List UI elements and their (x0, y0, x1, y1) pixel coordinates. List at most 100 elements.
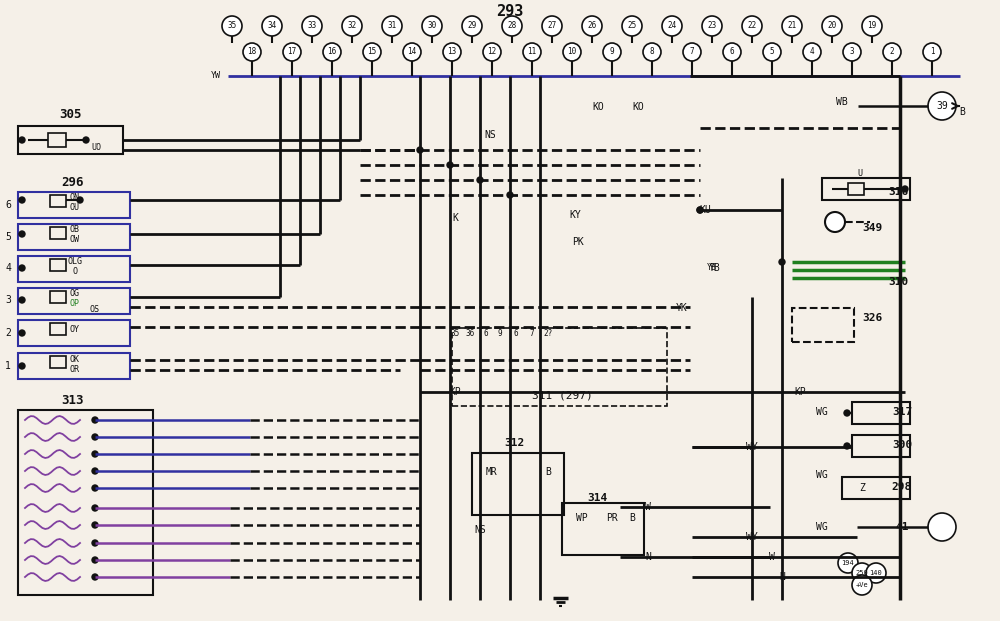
Circle shape (83, 137, 89, 143)
Text: 194: 194 (842, 560, 854, 566)
Text: N: N (645, 552, 651, 562)
Text: 140: 140 (870, 570, 882, 576)
Text: 36: 36 (465, 330, 475, 338)
Text: 310: 310 (888, 277, 908, 287)
Text: 314: 314 (587, 493, 607, 503)
Text: OB: OB (70, 225, 80, 233)
Text: OP: OP (70, 299, 80, 309)
Text: B: B (545, 467, 551, 477)
Text: 311 (297): 311 (297) (532, 391, 592, 401)
Circle shape (662, 16, 682, 36)
Text: 326: 326 (862, 313, 882, 323)
Circle shape (923, 43, 941, 61)
Text: +Ve: +Ve (856, 582, 868, 588)
Text: 3: 3 (5, 295, 11, 305)
Circle shape (447, 162, 453, 168)
Bar (50, 227, 66, 239)
Text: 298: 298 (892, 482, 912, 492)
Text: 12: 12 (487, 47, 497, 57)
Circle shape (92, 417, 98, 423)
Text: 5: 5 (5, 232, 11, 242)
Text: 7: 7 (690, 47, 694, 57)
Text: 3: 3 (850, 47, 854, 57)
Text: 1: 1 (5, 361, 11, 371)
Circle shape (477, 177, 483, 183)
Text: 317: 317 (892, 407, 912, 417)
Text: KO: KO (592, 102, 604, 112)
Text: 305: 305 (59, 109, 81, 122)
Bar (562, 503, 644, 555)
Circle shape (928, 513, 956, 541)
Circle shape (92, 540, 98, 546)
Circle shape (19, 363, 25, 369)
Text: KP: KP (794, 387, 806, 397)
Text: KY: KY (569, 210, 581, 220)
Circle shape (844, 443, 850, 449)
Text: 8: 8 (650, 47, 654, 57)
Bar (822, 178, 910, 200)
Text: 15: 15 (367, 47, 377, 57)
Text: 1: 1 (930, 47, 934, 57)
Text: 31: 31 (387, 22, 397, 30)
Text: PR: PR (606, 513, 618, 523)
Bar (18, 410, 153, 595)
Text: 2: 2 (5, 328, 11, 338)
Circle shape (782, 16, 802, 36)
Bar (18, 320, 130, 346)
Circle shape (92, 505, 98, 511)
Text: 41: 41 (895, 522, 909, 532)
Circle shape (262, 16, 282, 36)
Text: 35: 35 (227, 22, 237, 30)
Text: YW: YW (211, 71, 221, 81)
Text: 10: 10 (567, 47, 577, 57)
Text: 14: 14 (407, 47, 417, 57)
Bar (852, 402, 910, 424)
Text: UO: UO (91, 143, 101, 153)
Bar (50, 356, 66, 368)
Circle shape (417, 147, 423, 153)
Text: WP: WP (576, 513, 588, 523)
Circle shape (742, 16, 762, 36)
Circle shape (92, 451, 98, 457)
Text: NS: NS (484, 130, 496, 140)
Circle shape (603, 43, 621, 61)
Circle shape (643, 43, 661, 61)
Text: PK: PK (572, 237, 584, 247)
Text: 20: 20 (827, 22, 837, 30)
Bar (848, 183, 864, 195)
Circle shape (563, 43, 581, 61)
Circle shape (825, 212, 845, 232)
Text: 22: 22 (747, 22, 757, 30)
Circle shape (243, 43, 261, 61)
Bar (50, 291, 66, 303)
Circle shape (422, 16, 442, 36)
Circle shape (19, 137, 25, 143)
Text: 13: 13 (447, 47, 457, 57)
Circle shape (723, 43, 741, 61)
Text: 29: 29 (467, 22, 477, 30)
Text: B: B (959, 107, 965, 117)
Bar (452, 328, 667, 406)
Text: YB: YB (707, 263, 717, 273)
Text: 18: 18 (247, 47, 257, 57)
Circle shape (19, 197, 25, 203)
Circle shape (92, 557, 98, 563)
Text: 6: 6 (514, 330, 518, 338)
Circle shape (507, 192, 513, 198)
Text: 17: 17 (287, 47, 297, 57)
Text: 35: 35 (450, 330, 460, 338)
Bar (18, 256, 130, 282)
Circle shape (77, 197, 83, 203)
Bar (842, 477, 910, 499)
Circle shape (697, 207, 703, 213)
Text: 312: 312 (504, 438, 524, 448)
Circle shape (843, 43, 861, 61)
Text: WG: WG (816, 470, 828, 480)
Circle shape (382, 16, 402, 36)
Text: OY: OY (70, 325, 80, 335)
Text: 300: 300 (892, 440, 912, 450)
Text: W: W (645, 502, 651, 512)
Circle shape (92, 485, 98, 491)
Circle shape (822, 16, 842, 36)
Bar (50, 259, 66, 271)
